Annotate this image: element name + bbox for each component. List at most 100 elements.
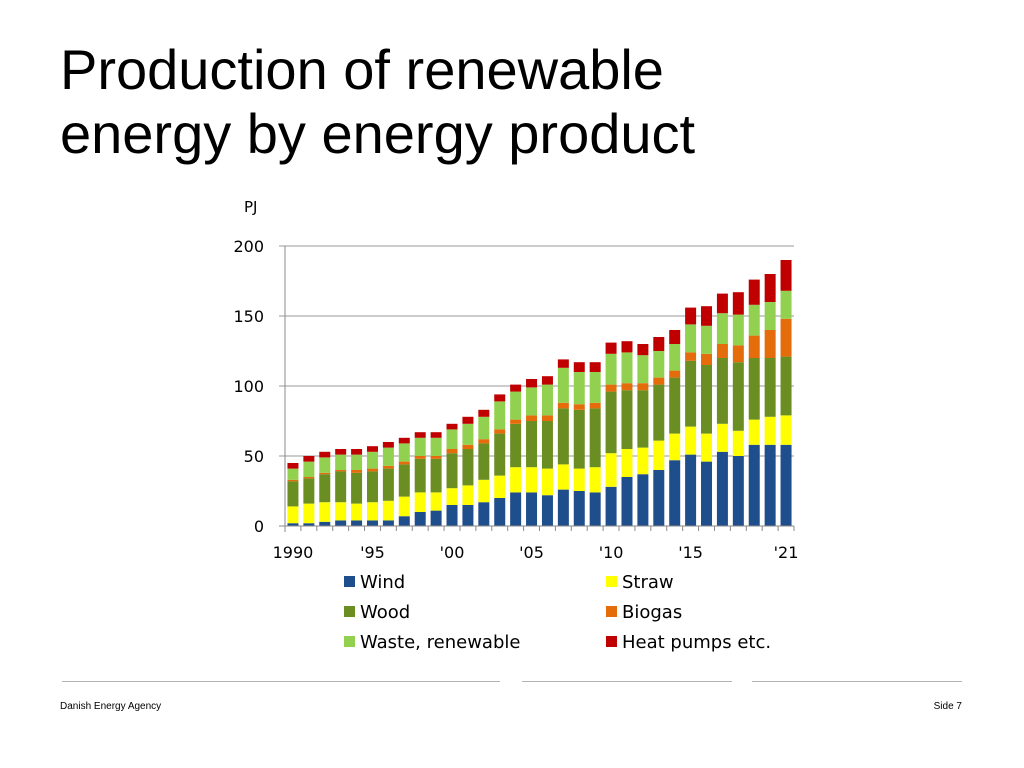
bar-segment: [541, 468, 553, 496]
bar-segment: [478, 409, 490, 417]
bar-segment: [510, 384, 522, 392]
bar-segment: [621, 352, 633, 384]
bar-segment: [589, 372, 601, 403]
legend-swatch: [344, 576, 355, 587]
bar-segment: [621, 341, 633, 353]
bar-segment: [764, 416, 776, 445]
bar-segment: [764, 330, 776, 358]
bar-segment: [589, 408, 601, 468]
y-axis-unit-label: PJ: [244, 198, 257, 216]
legend-swatch: [606, 606, 617, 617]
bar-segment: [526, 379, 538, 388]
bar-segment: [494, 401, 506, 430]
bar-segment: [748, 419, 760, 445]
bar-segment: [557, 402, 569, 409]
bar-segment: [526, 415, 538, 421]
bar-segment: [494, 429, 506, 434]
bar-segment: [685, 324, 697, 353]
bar-segment: [605, 353, 617, 385]
bar-segment: [605, 384, 617, 392]
bar-segment: [653, 337, 665, 351]
bar-segment: [716, 344, 728, 358]
bar-segment: [414, 512, 426, 526]
bar-segment: [510, 467, 522, 493]
bar-segment: [748, 304, 760, 336]
bar-segment: [573, 404, 585, 410]
footer-divider-middle: [522, 681, 732, 682]
bar-segment: [335, 471, 347, 503]
bar-segment: [351, 454, 363, 470]
bar-segment: [287, 463, 299, 469]
bar-segment: [287, 506, 299, 524]
bar-segment: [510, 492, 522, 526]
bar-segment: [526, 387, 538, 416]
bar-segment: [494, 475, 506, 498]
bar-segment: [414, 492, 426, 512]
bar-segment: [414, 437, 426, 456]
bar-segment: [573, 409, 585, 469]
bar-segment: [382, 468, 394, 501]
bar-segment: [446, 429, 458, 449]
y-tick-label: 0: [254, 517, 264, 536]
bar-segment: [780, 260, 792, 291]
bar-segment: [319, 474, 331, 503]
bar-segment: [637, 344, 649, 356]
bar-segment: [653, 351, 665, 378]
y-tick-label: 100: [233, 377, 264, 396]
bar-segment: [701, 306, 713, 326]
bar-segment: [414, 456, 426, 459]
x-tick-label: '15: [678, 543, 703, 562]
bar-segment: [780, 318, 792, 357]
bar-segment: [478, 439, 490, 444]
bar-segment: [621, 390, 633, 449]
bar-segment: [478, 479, 490, 503]
bar-segment: [764, 274, 776, 302]
bar-segment: [526, 467, 538, 493]
bar-segment: [541, 495, 553, 526]
bar-segment: [541, 376, 553, 385]
bar-segment: [414, 432, 426, 438]
footer-divider-left: [62, 681, 500, 682]
legend-swatch: [606, 576, 617, 587]
legend-label: Wind: [360, 572, 405, 593]
bar-segment: [701, 325, 713, 354]
bar-segment: [732, 292, 744, 315]
bar-segment: [669, 344, 681, 371]
bar-segment: [446, 423, 458, 430]
bar-segment: [685, 426, 697, 455]
bar-segment: [732, 430, 744, 456]
bar-segment: [398, 496, 410, 517]
bar-segment: [732, 456, 744, 526]
bar-segment: [716, 313, 728, 344]
bar-segment: [446, 449, 458, 454]
bar-segment: [398, 464, 410, 497]
bar-segment: [287, 479, 299, 482]
bar-segment: [637, 390, 649, 448]
bar-segment: [382, 520, 394, 526]
bar-segment: [446, 488, 458, 505]
bar-segment: [637, 474, 649, 526]
bar-segment: [557, 367, 569, 403]
bar-segment: [653, 440, 665, 470]
bar-segment: [430, 458, 442, 493]
footer-divider-right: [752, 681, 962, 682]
bar-segment: [589, 362, 601, 372]
bar-segment: [653, 377, 665, 385]
bar-segment: [446, 453, 458, 489]
bar-segment: [335, 454, 347, 470]
bar-segment: [335, 470, 347, 472]
bar-segment: [430, 456, 442, 459]
bar-segment: [605, 453, 617, 487]
bar-segment: [351, 520, 363, 526]
bar-segment: [303, 478, 315, 504]
bar-segment: [732, 345, 744, 363]
slide-title-line-1: Production of renewable: [60, 38, 664, 101]
bar-segment: [510, 391, 522, 420]
bar-segment: [303, 477, 315, 479]
bar-segment: [287, 468, 299, 480]
bar-segment: [685, 307, 697, 325]
legend-label: Heat pumps etc.: [622, 632, 771, 653]
y-tick-label: 200: [233, 237, 264, 256]
bar-segment: [430, 510, 442, 526]
legend-label: Straw: [622, 572, 674, 593]
